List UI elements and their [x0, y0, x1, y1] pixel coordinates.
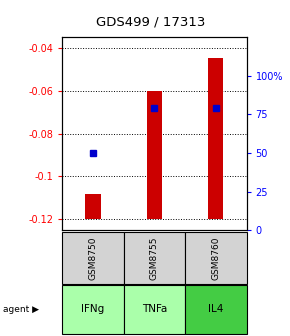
- Bar: [124, 285, 185, 334]
- Text: GDS499 / 17313: GDS499 / 17313: [96, 15, 206, 28]
- Bar: [185, 232, 246, 284]
- Text: GSM8755: GSM8755: [150, 236, 159, 280]
- Text: GSM8760: GSM8760: [211, 236, 220, 280]
- Bar: [208, 58, 224, 219]
- Bar: [62, 232, 124, 284]
- Text: TNFa: TNFa: [142, 304, 167, 314]
- Text: IL4: IL4: [208, 304, 224, 314]
- Bar: [62, 285, 124, 334]
- Text: agent ▶: agent ▶: [3, 305, 39, 314]
- Bar: [185, 285, 246, 334]
- Text: IFNg: IFNg: [81, 304, 105, 314]
- Bar: [147, 91, 162, 219]
- Text: GSM8750: GSM8750: [88, 236, 97, 280]
- Bar: [124, 232, 185, 284]
- Bar: [85, 194, 101, 219]
